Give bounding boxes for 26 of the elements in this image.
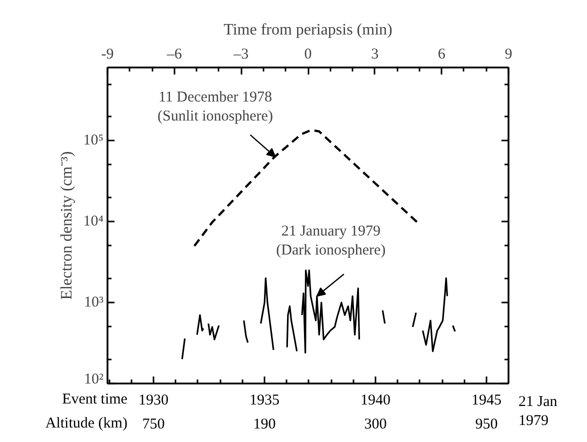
- x2-tick-label: 1940: [360, 392, 390, 408]
- x-axis-title: Time from periapsis (min): [224, 22, 392, 38]
- annotation: 11 December 1978 (Sunlit ionosphere): [158, 89, 273, 124]
- x-tick-label: –3: [232, 46, 249, 62]
- y-tick-label: 10⁴: [83, 214, 104, 230]
- text: 190: [253, 416, 276, 432]
- text: 750: [142, 416, 165, 432]
- text: 21 Jan 1979: [518, 394, 558, 430]
- x-tick-label: 9: [504, 46, 512, 62]
- y-tick-label: 10³: [84, 294, 104, 311]
- x2-tick-label: 1930: [138, 392, 168, 408]
- text: 950: [475, 416, 498, 432]
- y-tick-label: 10²: [84, 372, 104, 388]
- text: 300: [364, 416, 387, 432]
- x2-tick-label: 1935: [249, 392, 280, 408]
- x2-axis-title: Event time: [62, 392, 128, 408]
- x-tick-label: -9: [101, 46, 114, 62]
- x-tick-label: 0: [304, 46, 312, 62]
- annotation: 21 January 1979 (Dark ionosphere): [276, 224, 386, 259]
- x-tick-label: 3: [371, 46, 379, 62]
- text: Altitude (km): [45, 416, 128, 432]
- y-tick-label: 10⁵: [83, 132, 104, 149]
- x-tick-label: –6: [166, 46, 182, 62]
- y-axis-title: Electron density (cm⁻³): [58, 151, 76, 300]
- x2-tick-label: 1945: [472, 392, 502, 408]
- x-tick-label: 6: [438, 46, 446, 62]
